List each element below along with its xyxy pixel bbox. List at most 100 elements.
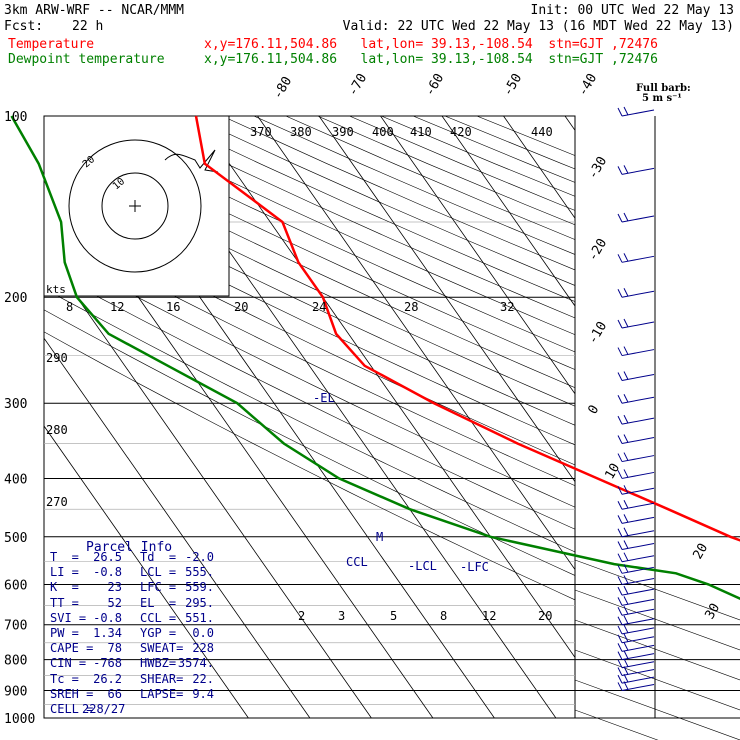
mixing-ratio-label: 8 xyxy=(440,609,447,623)
isotherm-label: -60 xyxy=(422,71,447,99)
parcel-param-value: 551. xyxy=(185,610,214,625)
wind-barb xyxy=(617,434,655,445)
theta-left-label: 270 xyxy=(46,495,68,509)
dry-adiabat xyxy=(44,155,575,407)
wind-barb xyxy=(617,615,655,626)
wind-barb xyxy=(617,500,655,510)
hodograph-ring-20 xyxy=(68,139,202,273)
isotherm-label: 10 xyxy=(602,461,623,482)
parcel-param-label: Td = xyxy=(140,550,177,564)
wind-barb xyxy=(617,673,655,684)
isotherm-label: 20 xyxy=(690,541,711,562)
parcel-param-label: SVI = xyxy=(50,610,87,625)
parcel-param-value: 66 xyxy=(107,686,122,701)
wind-barb xyxy=(617,346,655,357)
wind-barb xyxy=(617,658,655,669)
mixing-ratio-label: 12 xyxy=(482,609,496,623)
parcel-param-label: YGP = xyxy=(140,626,177,640)
wind-barb xyxy=(617,287,655,298)
parcel-param-value: -0.8 xyxy=(93,610,122,625)
dry-adiabat xyxy=(44,309,575,576)
parcel-param-label: LCL = xyxy=(140,565,177,580)
parcel-param-label: CIN = xyxy=(50,656,87,671)
lcl-marker: -LCL xyxy=(408,559,437,573)
dry-adiabat xyxy=(381,116,575,197)
pressure-tick-label: 400 xyxy=(4,472,27,487)
extended-grid-line xyxy=(574,679,740,740)
wind-barb xyxy=(617,514,655,524)
dry-adiabat xyxy=(349,116,575,211)
pressure-tick-label: 500 xyxy=(4,531,27,546)
mixing-ratio-label: 20 xyxy=(538,609,552,623)
parcel-param-label: LAPSE= xyxy=(140,686,184,701)
dry-adiabat xyxy=(44,331,575,601)
legend-temperature: Temperature xyxy=(8,37,95,52)
wind-barb xyxy=(617,666,655,677)
extended-grid-line xyxy=(574,649,740,711)
parcel-param-value: 26.2 xyxy=(93,671,122,686)
parcel-param-label: HWBZ= xyxy=(140,656,177,671)
parcel-param-value: 228 xyxy=(192,641,214,656)
wind-legend-value: 5 m s⁻¹ xyxy=(642,93,682,104)
dry-adiabat xyxy=(44,228,575,487)
wind-barb xyxy=(617,394,655,404)
wind-barb xyxy=(617,624,655,635)
parcel-param-value: 26.5 xyxy=(93,550,122,564)
mixing-ratio-label: 2 xyxy=(298,609,305,623)
parcel-param-label: K = xyxy=(50,580,79,595)
parcel-param-value: 3574. xyxy=(177,656,214,671)
wind-barb xyxy=(617,527,655,538)
isotherm-line xyxy=(195,116,575,659)
parcel-param-label: LFC = xyxy=(140,580,177,595)
isotherm-line xyxy=(380,116,575,395)
valid-time: Valid: 22 UTC Wed 22 May 13 (16 MDT Wed … xyxy=(342,19,734,34)
forecast-label: Fcst: xyxy=(4,19,44,34)
parcel-param-value: 78 xyxy=(107,641,122,656)
wind-barb xyxy=(617,212,655,223)
init-time: Init: 00 UTC Wed 22 May 13 xyxy=(530,3,735,18)
wind-barb xyxy=(617,485,655,495)
isotherm-label: -70 xyxy=(345,71,370,99)
theta-label: 390 xyxy=(332,125,354,139)
parcel-param-value: 0.0 xyxy=(192,626,214,640)
wind-barb xyxy=(617,575,655,585)
wind-barb xyxy=(617,606,655,616)
isotherm-label: -40 xyxy=(575,71,600,99)
model-title: 3km ARW-WRF -- NCAR/MMM xyxy=(4,3,185,18)
parcel-param-value: 23 xyxy=(107,580,122,595)
speed-scale-label: 16 xyxy=(166,300,180,314)
speed-scale-label: 24 xyxy=(312,300,326,314)
isotherm-line xyxy=(441,116,575,307)
isotherm-line xyxy=(44,249,372,718)
dry-adiabat xyxy=(221,116,575,271)
moist-adiabat xyxy=(688,297,740,718)
temperature-line xyxy=(194,115,740,542)
moist-adiabat xyxy=(723,297,740,718)
wind-legend-title: Full barb: xyxy=(636,83,691,94)
el-marker: -EL xyxy=(313,391,335,405)
m-marker: M xyxy=(376,530,383,544)
isotherm-line xyxy=(44,337,311,718)
extended-grid-line xyxy=(574,709,659,740)
extended-grid-line xyxy=(574,619,740,681)
parcel-param-label: PW = xyxy=(50,626,79,640)
theta-label: 410 xyxy=(410,125,432,139)
dry-adiabat xyxy=(253,116,575,255)
speed-scale-label: 8 xyxy=(66,300,73,314)
parcel-param-value: 52 xyxy=(107,595,122,610)
parcel-param-value: 22. xyxy=(192,671,214,686)
isotherm-label: -30 xyxy=(585,154,610,182)
parcel-param-value: -2.0 xyxy=(185,550,214,564)
extended-grid-line xyxy=(574,559,740,621)
theta-label: 440 xyxy=(531,125,553,139)
theta-label: 370 xyxy=(250,125,272,139)
parcel-param-label: Tc = xyxy=(50,671,79,686)
wind-barb xyxy=(617,681,655,691)
isotherm-label: -50 xyxy=(500,71,525,99)
dry-adiabat xyxy=(444,116,575,170)
parcel-param-value: 9.4 xyxy=(192,686,214,701)
grid-lines xyxy=(44,116,740,718)
parcel-param-value: 555. xyxy=(185,565,214,580)
wind-barb xyxy=(617,650,655,661)
parcel-param-label: TT = xyxy=(50,595,79,610)
